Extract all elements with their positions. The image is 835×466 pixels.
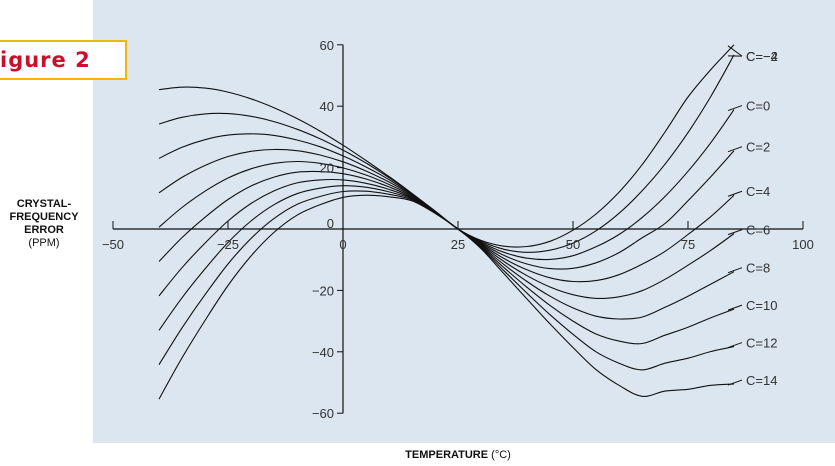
curve-label-leader [727, 342, 743, 349]
x-tick-label: 50 [566, 237, 580, 252]
x-tick-label: 75 [681, 237, 695, 252]
x-tick-label: −50 [102, 237, 124, 252]
y-tick-label: 60 [320, 38, 334, 53]
curve-labels: C=−4C=−2 C=0 C=2 C=4 C=6 C=8 C=10 C=12 C=14 [727, 45, 778, 388]
curve-label: C=6 [746, 223, 770, 238]
curve-label: C=2 [746, 140, 770, 155]
curve-label: C=14 [746, 373, 777, 388]
curve-label: C=4 [746, 184, 770, 199]
curve-line [158, 190, 735, 371]
y-axis-label: CRYSTAL- FREQUENCY ERROR (PPM) [0, 198, 88, 250]
y-axis-label-line3: ERROR [24, 224, 64, 236]
curve-line [158, 185, 735, 345]
curves [158, 44, 735, 400]
curve-label-leader [727, 146, 743, 153]
y-tick-label: 0 [327, 216, 334, 231]
curve-label-leader [727, 190, 743, 197]
y-tick-label: 20 [320, 161, 334, 176]
curve-label: C=10 [746, 298, 777, 313]
tick-labels: −50 −25 0 25 50 75 100 −60 −40 −20 0 20 40 60 [102, 38, 814, 421]
curve-line [158, 178, 735, 320]
x-axis-label: TEMPERATURE (°C) [0, 449, 835, 461]
y-tick-label: −40 [312, 345, 334, 360]
y-axis-units: (PPM) [28, 237, 60, 249]
curve-label-leader [727, 229, 743, 236]
curve-label: C=−4 [746, 49, 778, 64]
x-tick-label: 25 [451, 237, 465, 252]
x-axis-units: (°C) [491, 449, 511, 461]
curve-label-leader [727, 267, 743, 274]
x-tick-label: 100 [792, 237, 814, 252]
curve-line [158, 44, 735, 248]
y-tick-label: −20 [312, 283, 334, 298]
curve-label-leader [727, 45, 743, 57]
curve-line [158, 148, 735, 270]
curve-line [158, 54, 735, 253]
curve-label: C=8 [746, 261, 770, 276]
curve-label: C=0 [746, 99, 770, 114]
curve-label: C=12 [746, 336, 777, 351]
x-tick-label: 0 [339, 237, 346, 252]
x-axis-title: TEMPERATURE [405, 449, 489, 461]
y-axis-label-line2: FREQUENCY [9, 211, 79, 223]
curve-line [158, 194, 735, 400]
curve-label: C=−2 [746, 49, 778, 64]
curve-label-leader [727, 379, 743, 386]
plot-area-background [93, 0, 835, 443]
figure-label: igure 2 [0, 40, 127, 80]
y-tick-label: 40 [320, 99, 334, 114]
x-tick-label: −25 [217, 237, 239, 252]
curve-label-leader [727, 304, 743, 311]
curve-label-leader [727, 105, 743, 112]
y-tick-label: −60 [312, 406, 334, 421]
y-axis-label-line1: CRYSTAL- [16, 198, 72, 210]
